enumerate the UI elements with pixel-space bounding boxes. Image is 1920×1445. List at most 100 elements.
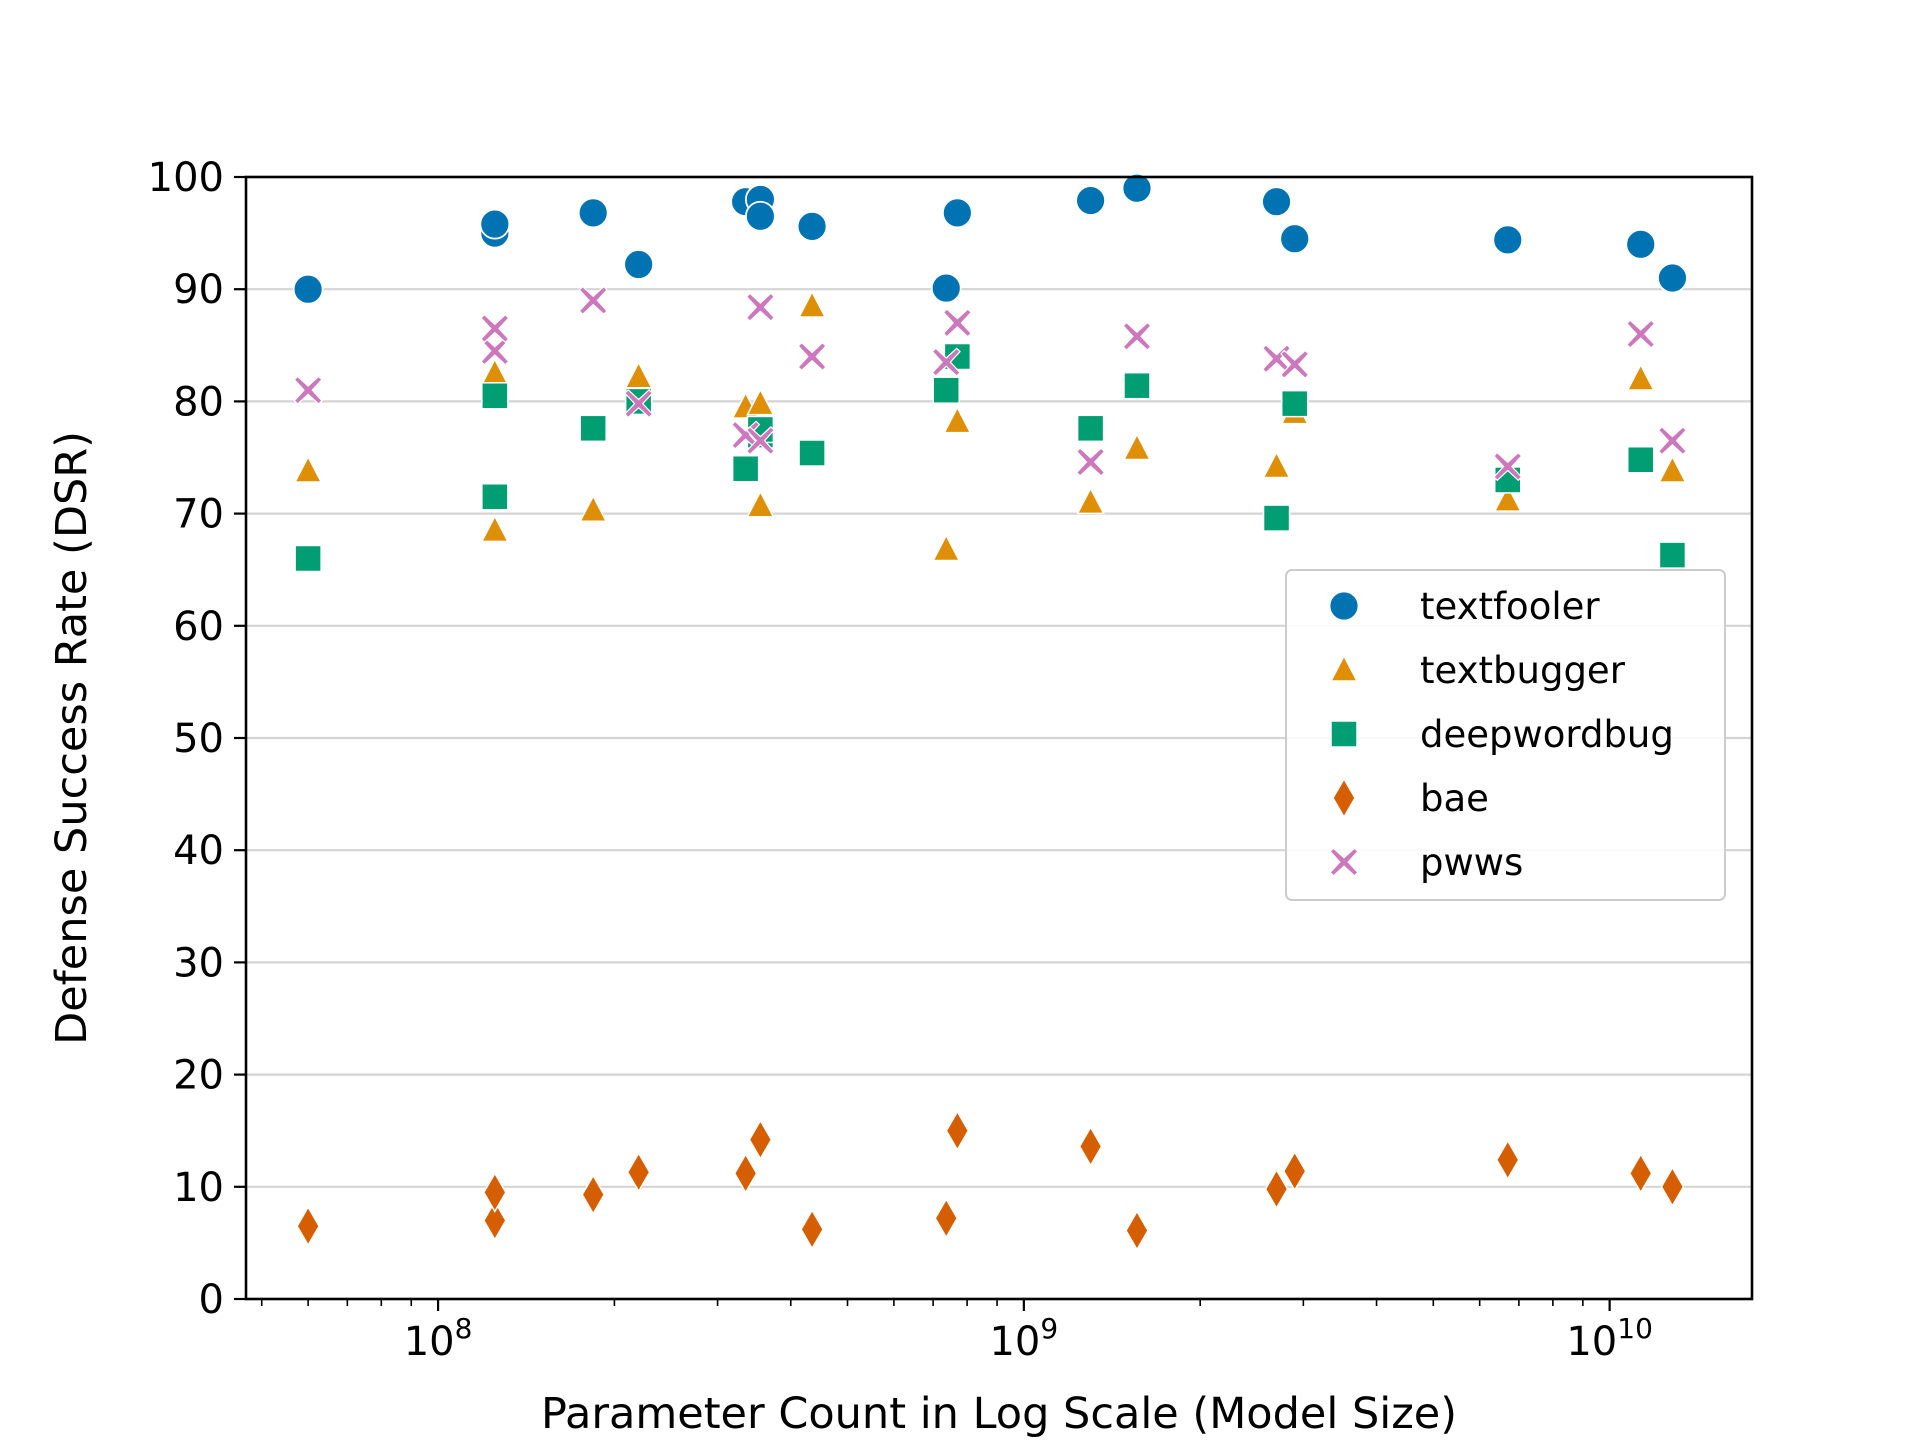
deepwordbug-point (1280, 389, 1309, 418)
textfooler-point (292, 273, 324, 305)
textbugger-point (293, 455, 323, 483)
axes: 0 10 20 30 40 50 60 70 80 90 100 108 109 1010 (148, 155, 1653, 1365)
series-bae (296, 1110, 1685, 1252)
pwws-point (931, 347, 961, 377)
textbugger-point (746, 388, 775, 416)
textbugger-point (480, 514, 510, 543)
bae-point (581, 1174, 606, 1216)
deepwordbug-point (481, 483, 509, 511)
textbugger-point (1626, 363, 1655, 391)
deepwordbug-point (1626, 445, 1655, 474)
deepwordbug-point (1658, 541, 1687, 569)
deepwordbug-point (1076, 414, 1105, 443)
pwws-point (293, 375, 323, 405)
pwws-point (1626, 319, 1656, 349)
textfooler-point (479, 208, 511, 240)
x-tick-label: 1010 (1566, 1312, 1653, 1365)
legend-label-bae: bae (1420, 777, 1489, 820)
legend-marker-textbugger (1329, 654, 1359, 682)
bae-point (800, 1208, 824, 1250)
textfooler-point (1121, 172, 1153, 204)
deepwordbug-point (579, 414, 607, 443)
deepwordbug-point (798, 439, 826, 467)
pwws-point (1122, 321, 1152, 351)
bae-point (748, 1119, 773, 1161)
bae-point (1264, 1168, 1289, 1210)
y-tick-label: 80 (173, 379, 224, 425)
textfooler-point (623, 249, 655, 280)
textbugger-point (1122, 432, 1152, 461)
y-tick-label: 30 (173, 940, 224, 986)
legend: textfooler textbugger deepwordbug bae pwws (1285, 569, 1726, 901)
y-tick-label: 20 (173, 1053, 224, 1099)
pwws-point (1493, 451, 1523, 482)
pwws-point (578, 285, 608, 316)
bae-point (482, 1199, 507, 1241)
y-tick-label: 50 (173, 716, 224, 762)
textfooler-point (941, 197, 973, 229)
bae-point (934, 1197, 959, 1239)
bae-point (296, 1205, 320, 1247)
bae-point (1125, 1210, 1149, 1252)
textfooler-point (577, 197, 609, 229)
pwws-point (1657, 426, 1688, 456)
pwws-point (797, 341, 827, 372)
pwws-point (942, 308, 972, 338)
pwws-point (1280, 349, 1310, 379)
textfooler-point (1279, 223, 1311, 255)
textfooler-point (930, 272, 962, 304)
textfooler-point (744, 200, 776, 232)
textbugger-point (1493, 484, 1522, 512)
legend-marker-bae (1332, 777, 1356, 819)
textfooler-point (1261, 186, 1292, 218)
bae-point (945, 1110, 970, 1152)
y-axis-title: Defense Success Rate (DSR) (47, 431, 97, 1045)
bae-point (733, 1152, 758, 1194)
pwws-point (624, 389, 654, 419)
textbugger-point (797, 290, 827, 318)
textfooler-point (796, 210, 828, 242)
textbugger-point (1076, 486, 1105, 515)
deepwordbug-point (294, 544, 322, 573)
textbugger-point (578, 494, 608, 522)
y-tick-label: 10 (173, 1165, 224, 1211)
textbugger-point (1658, 455, 1687, 483)
series-textfooler (292, 172, 1688, 305)
deepwordbug-point (1262, 504, 1291, 532)
legend-marker-textfooler (1328, 590, 1360, 622)
series-pwws (293, 285, 1688, 482)
x-tick-label: 109 (989, 1312, 1058, 1365)
pwws-point (745, 292, 776, 322)
textbugger-point (1262, 450, 1291, 479)
deepwordbug-point (481, 382, 509, 410)
bae-point (1628, 1152, 1653, 1194)
deepwordbug-point (932, 376, 960, 404)
bae-point (1660, 1166, 1685, 1208)
legend-marker-pwws (1329, 847, 1359, 877)
y-tick-label: 40 (173, 828, 224, 874)
textbugger-point (943, 405, 972, 434)
bae-point (626, 1151, 651, 1193)
legend-marker-deepwordbug (1330, 720, 1358, 748)
legend-label-textfooler: textfooler (1420, 585, 1600, 628)
bae-point (482, 1171, 507, 1213)
y-tick-label: 90 (173, 267, 224, 313)
x-tick-label: 108 (404, 1312, 473, 1365)
legend-label-textbugger: textbugger (1420, 649, 1626, 692)
textfooler-point (1625, 228, 1657, 260)
y-tick-label: 70 (173, 492, 224, 538)
bae-point (1078, 1125, 1103, 1167)
x-axis-title: Parameter Count in Log Scale (Model Size… (541, 1389, 1457, 1439)
y-tick-label: 100 (148, 155, 224, 201)
textfooler-point (1492, 224, 1524, 256)
series-textbugger (293, 290, 1687, 562)
data-points (292, 172, 1688, 1252)
bae-point (1282, 1150, 1307, 1192)
pwws-point (1075, 447, 1106, 477)
deepwordbug-point (731, 454, 760, 483)
textbugger-point (746, 490, 775, 518)
pwws-point (480, 313, 510, 344)
textfooler-point (1657, 262, 1688, 294)
